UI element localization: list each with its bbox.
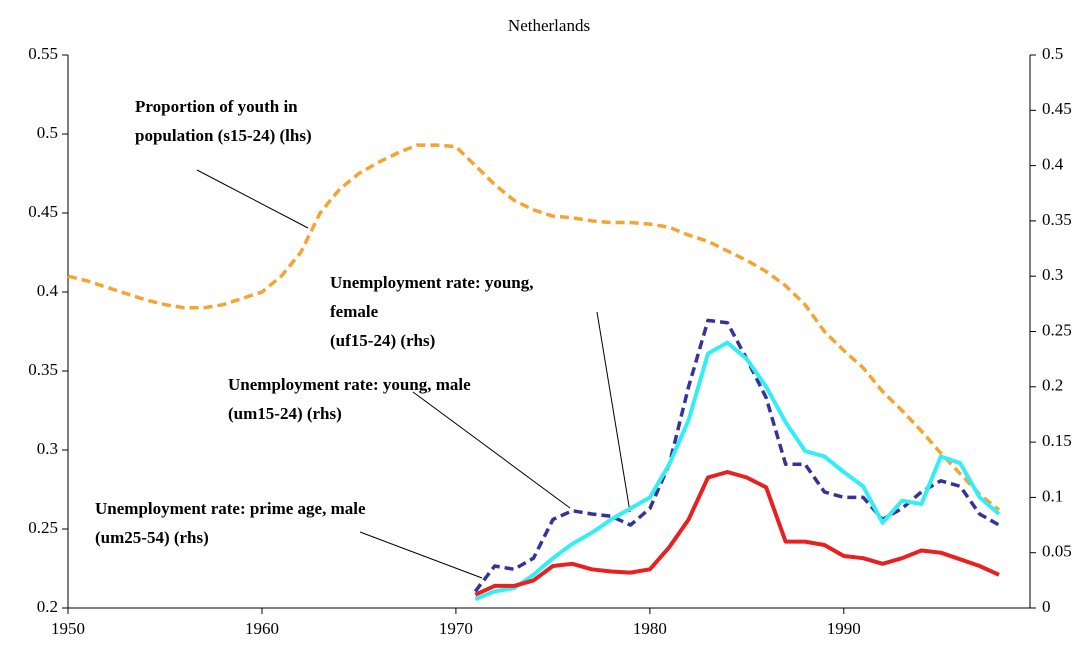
x-tick-label: 1960 xyxy=(245,619,279,638)
y2-tick-label: 0.2 xyxy=(1042,376,1063,395)
annotation: Unemployment rate: young, xyxy=(330,273,534,292)
leader-line xyxy=(412,391,571,509)
y2-tick-label: 0.3 xyxy=(1042,265,1063,284)
series-line xyxy=(473,318,1000,593)
chart-title: Netherlands xyxy=(508,16,590,35)
y-tick-label: 0.55 xyxy=(28,44,58,63)
annotation: Proportion of youth in xyxy=(135,97,298,116)
annotation: Unemployment rate: prime age, male xyxy=(95,499,366,518)
y-tick-label: 0.2 xyxy=(37,597,58,616)
y-tick-label: 0.4 xyxy=(37,281,59,300)
series-line xyxy=(67,143,1001,512)
y2-tick-label: 0 xyxy=(1042,597,1051,616)
leader-line xyxy=(196,169,309,229)
x-tick-label: 1950 xyxy=(51,619,85,638)
leader-line xyxy=(596,311,631,513)
annotation: (um25-54) (rhs) xyxy=(95,528,209,547)
y2-tick-label: 0.35 xyxy=(1042,210,1072,229)
series-line xyxy=(474,470,1000,597)
y2-tick-label: 0.15 xyxy=(1042,431,1072,450)
x-tick-label: 1990 xyxy=(827,619,861,638)
series-line xyxy=(474,340,1001,602)
y2-tick-label: 0.5 xyxy=(1042,44,1063,63)
annotation: female xyxy=(330,302,379,321)
y-tick-label: 0.35 xyxy=(28,360,58,379)
y-tick-label: 0.25 xyxy=(28,518,58,537)
y2-tick-label: 0.05 xyxy=(1042,542,1072,561)
y-tick-label: 0.45 xyxy=(28,202,58,221)
annotation: Unemployment rate: young, male xyxy=(228,375,471,394)
y2-tick-label: 0.1 xyxy=(1042,486,1063,505)
annotation: population (s15-24) (lhs) xyxy=(135,126,312,145)
y-tick-label: 0.5 xyxy=(37,123,58,142)
annotation: (uf15-24) (rhs) xyxy=(330,331,435,350)
leader-line xyxy=(359,531,483,579)
y2-tick-label: 0.4 xyxy=(1042,155,1064,174)
y-tick-label: 0.3 xyxy=(37,439,58,458)
x-tick-label: 1970 xyxy=(439,619,473,638)
x-tick-label: 1980 xyxy=(633,619,667,638)
annotation: (um15-24) (rhs) xyxy=(228,404,342,423)
y2-tick-label: 0.25 xyxy=(1042,320,1072,339)
y2-tick-label: 0.45 xyxy=(1042,99,1072,118)
